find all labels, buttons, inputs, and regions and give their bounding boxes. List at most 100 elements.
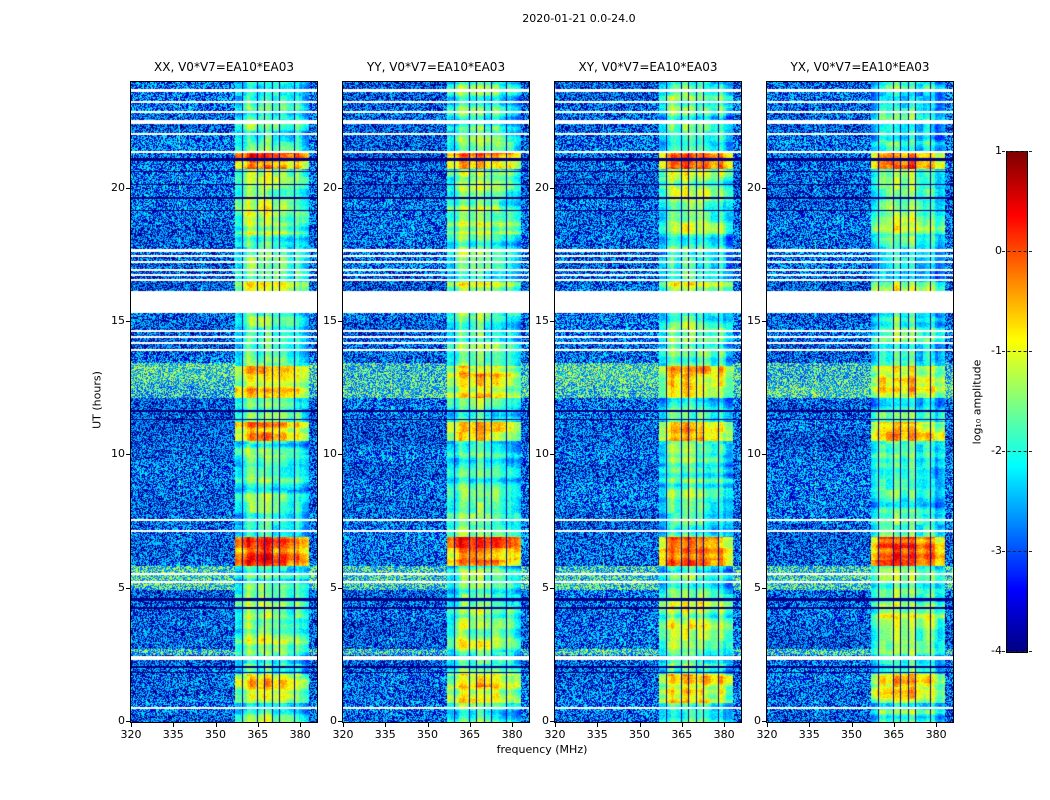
y-tick-mark	[126, 321, 130, 322]
colorbar-tick-mark	[1002, 351, 1032, 352]
figure-title: 2020-01-21 0.0-24.0	[522, 12, 636, 25]
y-tick-mark	[338, 321, 342, 322]
y-tick-label: 5	[118, 580, 125, 594]
y-tick-mark	[338, 587, 342, 589]
x-tick-mark	[597, 723, 599, 727]
colorbar-tick-label: -3	[991, 544, 1002, 557]
x-tick-label: 365	[247, 728, 269, 741]
x-tick-mark	[555, 723, 556, 727]
panel-title-YX: YX, V0*V7=EA10*EA03	[790, 60, 930, 74]
y-tick-label: 0	[330, 714, 337, 727]
x-tick-mark	[639, 723, 641, 727]
plot-frame-XY	[554, 81, 742, 723]
y-tick-label: 15	[747, 314, 761, 327]
y-tick-label: 15	[535, 314, 549, 327]
x-tick-label: 335	[798, 728, 820, 741]
y-tick-mark	[338, 721, 342, 722]
spectrogram-YY	[343, 82, 529, 722]
spectrogram-XX	[131, 82, 317, 722]
y-tick-label: 10	[323, 447, 337, 461]
x-tick-label: 380	[713, 728, 735, 741]
x-tick-label: 335	[162, 728, 184, 741]
y-tick-label: 20	[535, 180, 549, 194]
colorbar-tick-label: 1	[995, 144, 1002, 157]
colorbar-tick-mark	[1002, 451, 1032, 452]
x-tick-label: 380	[925, 728, 947, 741]
y-tick-mark	[762, 721, 766, 722]
panel-title-XX: XX, V0*V7=EA10*EA03	[154, 60, 294, 74]
y-tick-label: 10	[111, 447, 125, 461]
panel-title-XY: XY, V0*V7=EA10*EA03	[578, 60, 718, 74]
y-tick-label: 10	[535, 447, 549, 461]
x-tick-mark	[681, 723, 683, 727]
colorbar-gradient	[1007, 152, 1027, 652]
colorbar-tick-label: 0	[995, 244, 1002, 257]
y-tick-label: 0	[542, 714, 549, 727]
x-tick-label: 320	[332, 728, 354, 741]
x-tick-mark	[809, 723, 811, 727]
plot-frame-YY	[342, 81, 530, 723]
colorbar-tick-label: -4	[991, 644, 1002, 657]
y-tick-label: 20	[323, 180, 337, 194]
y-tick-label: 0	[754, 714, 761, 727]
y-tick-label: 15	[111, 314, 125, 327]
y-tick-label: 15	[323, 314, 337, 327]
x-tick-label: 365	[883, 728, 905, 741]
x-tick-label: 350	[629, 728, 651, 741]
spectrogram-YX	[767, 82, 953, 722]
plot-frame-XX	[130, 81, 318, 723]
y-tick-label: 10	[747, 447, 761, 461]
x-tick-mark	[724, 723, 726, 727]
x-tick-label: 380	[501, 728, 523, 741]
colorbar-tick-label: -1	[991, 344, 1002, 357]
x-tick-mark	[300, 723, 302, 727]
x-tick-label: 320	[120, 728, 142, 741]
y-tick-mark	[126, 721, 130, 722]
colorbar-tick-mark	[1002, 251, 1032, 252]
x-tick-mark	[427, 723, 429, 727]
y-tick-mark	[762, 454, 766, 456]
y-tick-mark	[126, 454, 130, 456]
y-tick-mark	[762, 587, 766, 589]
x-tick-mark	[215, 723, 217, 727]
y-tick-mark	[550, 721, 554, 722]
x-tick-mark	[257, 723, 259, 727]
y-tick-mark	[550, 187, 554, 189]
y-tick-mark	[126, 187, 130, 189]
y-tick-label: 0	[118, 714, 125, 727]
y-tick-mark	[762, 321, 766, 322]
colorbar-tick-mark	[1002, 651, 1032, 652]
y-tick-mark	[550, 321, 554, 322]
y-tick-label: 5	[754, 580, 761, 594]
plot-frame-YX	[766, 81, 954, 723]
y-tick-mark	[550, 454, 554, 456]
x-tick-label: 320	[544, 728, 566, 741]
x-tick-mark	[893, 723, 895, 727]
x-tick-mark	[173, 723, 175, 727]
y-tick-mark	[338, 454, 342, 456]
colorbar-tick-mark	[1002, 151, 1032, 152]
x-tick-mark	[936, 723, 938, 727]
x-tick-label: 380	[289, 728, 311, 741]
x-tick-label: 320	[756, 728, 778, 741]
y-tick-mark	[550, 587, 554, 589]
x-tick-mark	[385, 723, 387, 727]
spectrogram-XY	[555, 82, 741, 722]
y-tick-mark	[126, 587, 130, 589]
x-tick-label: 365	[459, 728, 481, 741]
x-tick-label: 335	[586, 728, 608, 741]
x-axis-label: frequency (MHz)	[496, 743, 588, 756]
y-tick-mark	[762, 187, 766, 189]
x-tick-mark	[767, 723, 768, 727]
y-tick-label: 5	[330, 580, 337, 594]
x-tick-mark	[851, 723, 853, 727]
x-tick-label: 350	[205, 728, 227, 741]
y-tick-mark	[338, 187, 342, 189]
y-tick-label: 20	[111, 180, 125, 194]
x-tick-label: 350	[841, 728, 863, 741]
x-tick-label: 365	[671, 728, 693, 741]
x-tick-mark	[469, 723, 471, 727]
x-tick-mark	[343, 723, 344, 727]
